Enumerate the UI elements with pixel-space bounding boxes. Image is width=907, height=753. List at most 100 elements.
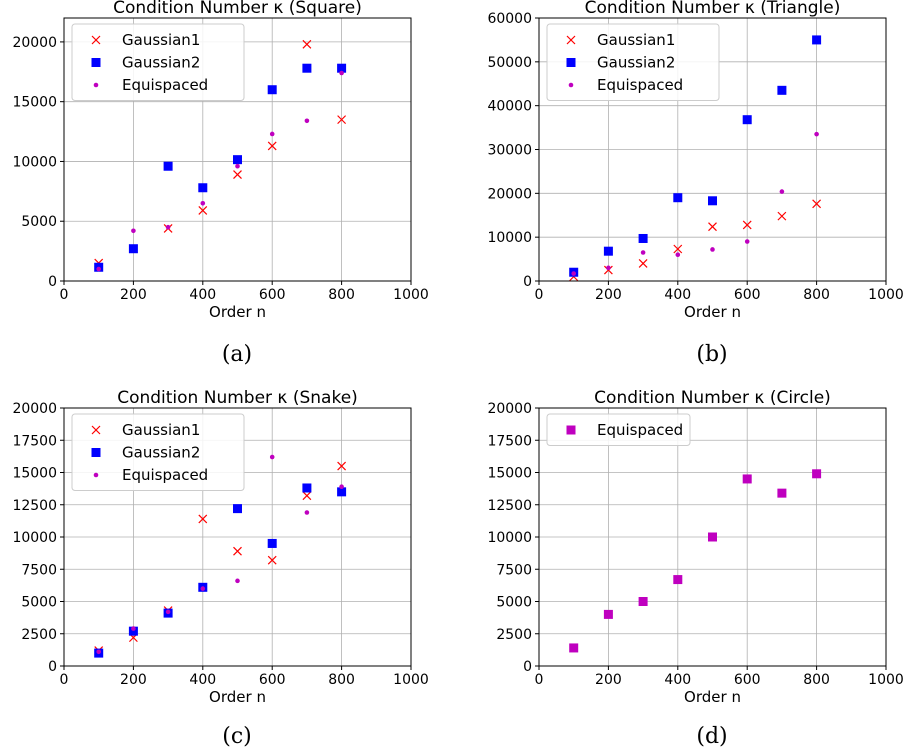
data-point xyxy=(267,555,277,565)
data-point xyxy=(673,193,683,203)
subfigure-caption: (a) xyxy=(222,342,252,367)
legend-box xyxy=(546,23,720,101)
legend-item: Gaussian1 xyxy=(91,31,200,49)
y-tick-label: 15000 xyxy=(487,466,532,482)
chart-panel-4: 0 200 400 600 800 100002500500075001000012500… xyxy=(487,388,903,749)
legend-label: Equispaced xyxy=(597,421,683,439)
data-point-stroke-b xyxy=(233,170,242,180)
data-point-stroke-b xyxy=(302,39,312,49)
data-point-stroke-b xyxy=(267,555,277,565)
axes-frame xyxy=(63,17,412,282)
data-point-stroke-b xyxy=(742,220,752,230)
data-point-stroke-b xyxy=(777,211,787,221)
legend-marker xyxy=(91,58,101,67)
data-point xyxy=(708,532,717,542)
data-point xyxy=(742,220,752,230)
data-point xyxy=(777,211,787,221)
axes-frame xyxy=(63,407,412,667)
y-tick-label: 7500 xyxy=(496,562,532,578)
data-point-stroke-b xyxy=(198,514,208,524)
legend-marker xyxy=(568,82,574,88)
data-point-stroke-b xyxy=(198,206,208,215)
legend-item: Equispaced xyxy=(93,76,208,94)
data-point xyxy=(710,247,715,252)
data-point xyxy=(165,609,171,615)
x-axis-label: Order n xyxy=(209,688,266,706)
legend-item: Gaussian1 xyxy=(91,421,200,439)
data-point xyxy=(708,222,717,232)
x-tick-label: 600 xyxy=(734,287,761,303)
x-tick-label: 1000 xyxy=(393,672,429,688)
data-point xyxy=(267,538,277,548)
chart-title: Condition Number κ (Triangle) xyxy=(585,0,841,18)
y-tick-label: 0 xyxy=(48,659,57,675)
legend-label: Equispaced xyxy=(597,76,683,94)
data-point xyxy=(339,70,344,76)
y-tick-label: 20000 xyxy=(12,401,57,417)
x-tick-label: 800 xyxy=(803,672,830,688)
data-point xyxy=(777,85,787,95)
x-tick-label: 1000 xyxy=(868,287,904,303)
y-tick-label: 10000 xyxy=(12,154,57,170)
data-point xyxy=(777,488,787,498)
data-point xyxy=(269,454,275,460)
legend-marker-stroke-b xyxy=(91,425,101,435)
data-point-stroke-b xyxy=(812,199,822,209)
data-point xyxy=(233,155,242,165)
y-tick-label: 20000 xyxy=(487,401,532,417)
data-point xyxy=(744,239,750,244)
y-tick-label: 15000 xyxy=(12,95,57,111)
data-point-stroke-b xyxy=(708,222,717,232)
legend-label: Gaussian2 xyxy=(597,54,675,72)
data-point xyxy=(128,626,138,636)
y-tick-label: 20000 xyxy=(12,35,57,51)
data-point xyxy=(812,199,822,209)
subfigure-caption: (d) xyxy=(696,724,727,749)
data-point xyxy=(165,224,171,230)
x-tick-label: 1000 xyxy=(868,672,904,688)
data-point-stroke-b xyxy=(337,115,347,125)
data-point xyxy=(337,487,347,497)
data-point-stroke-b xyxy=(302,491,312,501)
chart-panel-2: 0 200 400 600 800 100001000020000300004000050… xyxy=(487,0,903,367)
data-point xyxy=(131,228,136,234)
legend-label: Gaussian1 xyxy=(597,31,675,49)
legend-item: Equispaced xyxy=(568,76,683,94)
chart-panel-1: 0 200 400 600 800 100005000100001500020000Con… xyxy=(12,0,428,367)
legend-box xyxy=(71,413,245,491)
legend: Equispaced xyxy=(546,413,691,446)
x-tick-label: 0 xyxy=(535,672,544,688)
y-tick-label: 5000 xyxy=(496,595,532,611)
data-point xyxy=(302,39,312,49)
data-point xyxy=(742,115,752,125)
legend-label: Gaussian1 xyxy=(122,31,200,49)
x-tick-label: 600 xyxy=(734,672,761,688)
data-point-stroke-b xyxy=(638,259,648,268)
data-point xyxy=(233,504,242,514)
chart-title: Condition Number κ (Circle) xyxy=(594,388,831,408)
legend-item: Gaussian2 xyxy=(91,444,200,462)
y-tick-label: 10000 xyxy=(487,530,532,546)
x-tick-label: 200 xyxy=(595,287,622,303)
x-tick-label: 800 xyxy=(328,672,355,688)
legend-item: Gaussian1 xyxy=(566,31,675,49)
legend-marker xyxy=(91,425,101,435)
data-point xyxy=(198,514,208,524)
y-tick-label: 10000 xyxy=(487,230,532,246)
data-point xyxy=(814,131,819,137)
data-point xyxy=(339,484,344,489)
axes-frame xyxy=(538,407,887,667)
x-axis-label: Order n xyxy=(209,303,266,321)
x-tick-label: 200 xyxy=(120,287,147,303)
legend-marker xyxy=(91,35,101,45)
x-tick-label: 200 xyxy=(595,672,622,688)
legend-item: Equispaced xyxy=(93,466,208,484)
data-point xyxy=(131,626,136,631)
x-tick-label: 400 xyxy=(189,287,216,303)
series-gaussian2 xyxy=(94,483,347,658)
subfigure-caption: (c) xyxy=(222,724,252,749)
data-point xyxy=(269,131,275,137)
legend-marker xyxy=(566,58,576,67)
x-tick-label: 800 xyxy=(803,287,830,303)
series-equispaced xyxy=(569,469,822,653)
